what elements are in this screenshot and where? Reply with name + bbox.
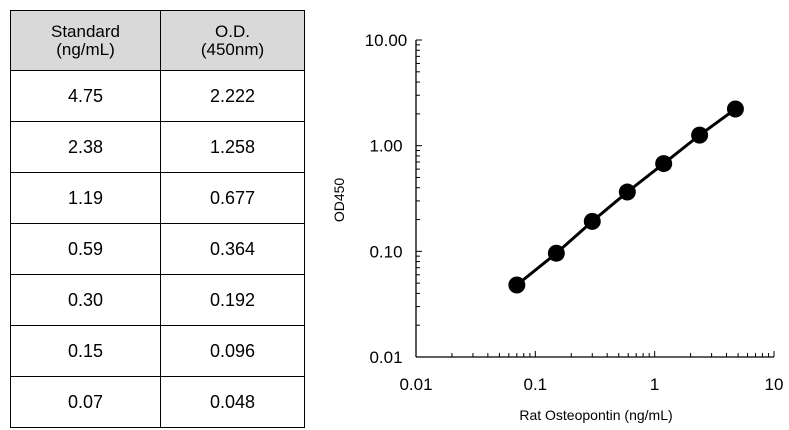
header-standard-line2: (ng/mL) [56,39,115,59]
y-tick-label: 0.01 [369,348,402,367]
cell-od: 0.192 [160,274,305,326]
header-standard: Standard (ng/mL) [10,10,161,71]
table-row: 1.19 0.677 [10,172,305,224]
table-row: 0.07 0.048 [10,376,305,428]
cell-standard: 0.59 [10,223,161,275]
cell-standard: 2.38 [10,121,161,173]
cell-od: 0.048 [160,376,305,428]
header-od-line1: O.D. [215,21,250,41]
cell-standard: 4.75 [10,70,161,122]
cell-standard: 1.19 [10,172,161,224]
table-header-row: Standard (ng/mL) O.D. (450nm) [10,10,305,71]
table-row: 2.38 1.258 [10,121,305,173]
cell-od: 2.222 [160,70,305,122]
table-row: 4.75 2.222 [10,70,305,122]
data-point [726,100,744,118]
chart-tick-labels: 0.01 0.10 1.00 10.00 0.01 0.1 1 10 [365,31,784,394]
data-point [691,126,709,144]
cell-od: 1.258 [160,121,305,173]
table-row: 0.59 0.364 [10,223,305,275]
cell-od: 0.364 [160,223,305,275]
x-tick-label: 0.01 [399,375,432,394]
x-tick-label: 10 [765,375,784,394]
header-od-line2: (450nm) [200,39,265,59]
table-row: 0.30 0.192 [10,274,305,326]
table-row: 0.15 0.096 [10,325,305,377]
data-point [508,276,526,294]
header-od: O.D. (450nm) [160,10,305,71]
y-tick-label: 10.00 [365,31,408,50]
cell-od: 0.677 [160,172,305,224]
cell-standard: 0.15 [10,325,161,377]
data-point [618,183,636,201]
cell-standard: 0.07 [10,376,161,428]
y-tick-label: 0.10 [369,242,402,261]
cell-standard: 0.30 [10,274,161,326]
chart-series [508,100,744,294]
chart-ticks [415,39,775,358]
x-tick-label: 0.1 [524,375,548,394]
standard-curve-table: Standard (ng/mL) O.D. (450nm) 4.75 2.222… [10,10,305,428]
data-point [583,212,601,230]
header-standard-line1: Standard [51,21,120,41]
x-tick-label: 1 [650,375,659,394]
cell-od: 0.096 [160,325,305,377]
chart-axes [415,40,774,358]
y-tick-label: 1.00 [369,137,402,156]
data-point [547,244,565,262]
data-point [655,155,673,173]
standard-curve-chart: 0.01 0.10 1.00 10.00 0.01 0.1 1 10 OD450 Rat Os… [331,31,784,423]
x-axis-title: Rat Osteopontin (ng/mL) [519,407,672,423]
y-axis-title: OD450 [331,178,347,223]
